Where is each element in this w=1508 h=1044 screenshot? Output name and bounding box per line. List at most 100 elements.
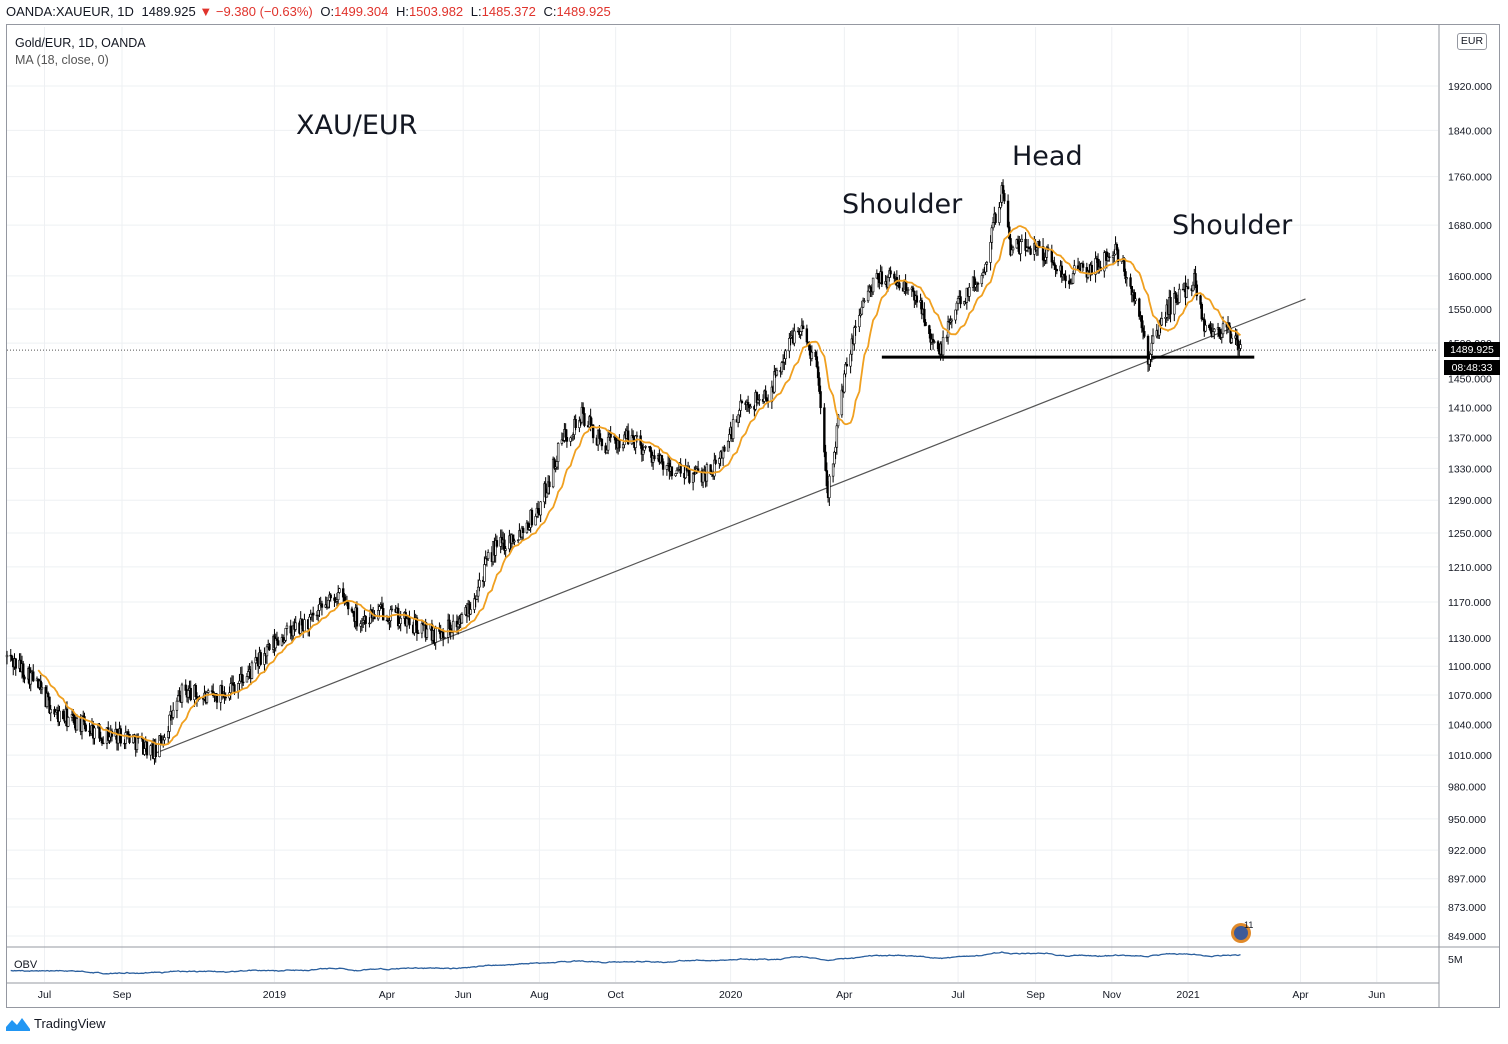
countdown-tag: 08:48:33 xyxy=(1444,360,1500,375)
candle-body xyxy=(591,424,595,439)
candle-body xyxy=(915,295,919,303)
candle-body xyxy=(843,373,846,393)
candle-body xyxy=(48,696,51,714)
candle-body xyxy=(1211,331,1215,337)
candle-body xyxy=(5,654,9,658)
currency-badge[interactable]: EUR xyxy=(1457,33,1487,50)
candle-body xyxy=(764,390,767,399)
time-tick-label: Apr xyxy=(379,989,396,1001)
symbol-name[interactable]: OANDA:XAUEUR, 1D xyxy=(6,4,134,19)
candle-body xyxy=(127,731,130,735)
candle-body xyxy=(835,425,839,448)
candle-body xyxy=(456,623,460,628)
candle-body xyxy=(143,748,146,755)
candle-body xyxy=(172,709,175,718)
candle-body xyxy=(250,662,254,679)
candle-body xyxy=(180,684,184,703)
candle-body xyxy=(380,604,384,609)
candle-body xyxy=(1209,327,1212,332)
candle-body xyxy=(1148,358,1151,365)
candle-body xyxy=(801,325,805,330)
candle-body xyxy=(1103,252,1106,272)
price-tick-label: 922.000 xyxy=(1448,845,1486,857)
candle-body xyxy=(548,481,551,488)
candle-body xyxy=(641,449,645,455)
candle-body xyxy=(545,492,549,498)
candle-body xyxy=(1108,256,1111,258)
price-tick-label: 1600.000 xyxy=(1448,271,1492,283)
candle-body xyxy=(649,447,652,453)
candle-body xyxy=(564,429,567,438)
time-tick-label: 2019 xyxy=(263,989,287,1001)
candle-body xyxy=(1138,298,1141,317)
candle-body xyxy=(189,687,192,701)
candle-body xyxy=(14,658,17,669)
candle-body xyxy=(980,275,984,285)
time-tick-label: 2020 xyxy=(719,989,743,1001)
price-tick-label: 980.000 xyxy=(1448,782,1486,794)
candle-body xyxy=(621,444,625,449)
candle-body xyxy=(476,586,480,597)
time-tick-label: Jul xyxy=(951,989,964,1001)
candle-body xyxy=(149,745,152,756)
candle-body xyxy=(569,437,572,442)
candle-body xyxy=(84,724,87,732)
candle-body xyxy=(284,628,287,641)
candle-body xyxy=(483,564,486,582)
candle-body xyxy=(205,692,209,703)
candle-body xyxy=(162,739,165,745)
candle-body xyxy=(985,262,989,265)
candle-body xyxy=(635,435,639,437)
price-tick-label: 873.000 xyxy=(1448,902,1486,914)
candle-body xyxy=(534,516,537,526)
candle-body xyxy=(688,468,691,483)
candle-body xyxy=(530,509,534,526)
candle-body xyxy=(167,731,170,738)
tradingview-brand[interactable]: TradingView xyxy=(6,1016,106,1031)
candle-body xyxy=(643,446,646,451)
event-badge-count: 11 xyxy=(1244,920,1253,930)
legend-title[interactable]: Gold/EUR, 1D, OANDA xyxy=(15,36,146,50)
candle-body xyxy=(644,446,647,448)
time-tick-label: 2021 xyxy=(1176,989,1200,1001)
candle-body xyxy=(773,371,776,393)
candle-body xyxy=(311,612,315,616)
right-shoulder-annotation: Shoulder xyxy=(1172,210,1293,241)
chart-frame xyxy=(6,24,1500,1008)
candle-body xyxy=(880,271,884,285)
candle-body xyxy=(1060,265,1064,278)
candle-body xyxy=(815,356,819,368)
candle-body xyxy=(950,319,954,322)
candle-body xyxy=(333,597,336,601)
candle-body xyxy=(854,326,857,328)
candle-body xyxy=(1116,249,1120,263)
obv-line xyxy=(10,951,1241,975)
candle-body xyxy=(1191,284,1195,291)
candle-body xyxy=(999,201,1002,208)
candle-body xyxy=(1129,277,1132,287)
candle-body xyxy=(784,350,787,359)
candle-body xyxy=(478,579,481,588)
candle-body xyxy=(928,325,931,334)
event-badge-icon[interactable]: 11 xyxy=(1231,920,1253,943)
candle-body xyxy=(623,434,626,446)
candle-body xyxy=(1175,298,1178,303)
candle-body xyxy=(80,715,84,732)
candle-body xyxy=(184,684,187,691)
candle-body xyxy=(598,429,601,439)
candle-body xyxy=(93,727,96,739)
candles-layer xyxy=(5,179,1242,765)
candle-body xyxy=(665,465,669,470)
candle-body xyxy=(906,289,910,291)
obv-label: OBV xyxy=(14,959,38,971)
candle-body xyxy=(415,617,419,634)
candle-body xyxy=(238,680,241,684)
high-label: H: xyxy=(395,4,409,19)
candle-body xyxy=(976,283,980,285)
candle-body xyxy=(984,263,987,273)
candle-body xyxy=(739,400,742,411)
legend-indicator[interactable]: MA (18, close, 0) xyxy=(15,53,109,67)
candle-body xyxy=(528,527,531,530)
candle-body xyxy=(775,370,779,376)
